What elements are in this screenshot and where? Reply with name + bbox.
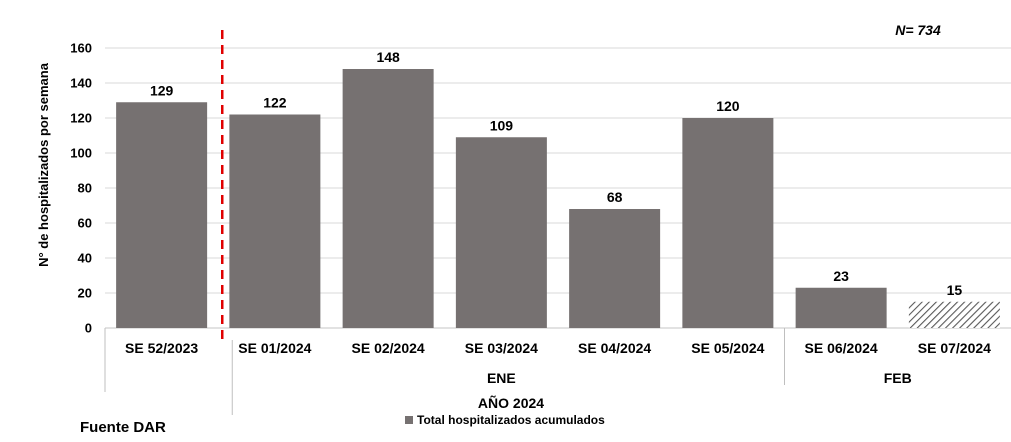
legend-swatch <box>405 416 413 424</box>
category-label: SE 01/2024 <box>238 340 311 356</box>
bar <box>795 287 887 328</box>
legend-label: Total hospitalizados acumulados <box>417 413 605 427</box>
y-tick-label: 100 <box>70 146 92 161</box>
bars <box>116 69 1000 328</box>
data-label: 68 <box>607 189 623 205</box>
month-group-label: ENE <box>487 370 516 386</box>
data-label: 122 <box>263 95 287 111</box>
category-label: SE 04/2024 <box>578 340 651 356</box>
data-label: 120 <box>716 98 740 114</box>
bar <box>229 114 321 328</box>
bar <box>116 102 208 328</box>
y-tick-label: 140 <box>70 76 92 91</box>
legend: Total hospitalizados acumulados <box>405 413 605 427</box>
y-tick-label: 160 <box>70 41 92 56</box>
y-tick-label: 40 <box>78 251 92 266</box>
bar <box>682 118 774 328</box>
bar <box>342 69 434 328</box>
y-axis-label: N° de hospitalizados por semana <box>36 62 51 267</box>
category-label: SE 05/2024 <box>691 340 764 356</box>
source-note: Fuente DAR <box>80 419 166 436</box>
y-tick-label: 120 <box>70 111 92 126</box>
year-label: AÑO 2024 <box>478 394 544 411</box>
data-label: 129 <box>150 82 174 98</box>
month-group-label: FEB <box>884 370 912 386</box>
bar <box>455 137 547 328</box>
bar <box>908 301 1000 328</box>
y-tick-label: 80 <box>78 181 92 196</box>
category-label: SE 52/2023 <box>125 340 198 356</box>
bar <box>569 209 661 328</box>
y-tick-label: 20 <box>78 286 92 301</box>
data-label: 23 <box>833 268 849 284</box>
data-label: 148 <box>376 49 400 65</box>
category-label: SE 02/2024 <box>352 340 425 356</box>
total-n-annotation: N= 734 <box>895 22 941 38</box>
category-label: SE 03/2024 <box>465 340 538 356</box>
category-label: SE 07/2024 <box>918 340 991 356</box>
data-label: 15 <box>947 282 963 298</box>
data-label: 109 <box>490 117 514 133</box>
y-tick-label: 0 <box>85 321 92 336</box>
category-label: SE 06/2024 <box>805 340 878 356</box>
category-axis: SE 52/2023 SE 01/2024 SE 02/2024 SE 03/2024… <box>104 328 991 415</box>
data-labels: 129 122 148 109 68 120 23 15 <box>150 49 962 298</box>
y-tick-label: 60 <box>78 216 92 231</box>
